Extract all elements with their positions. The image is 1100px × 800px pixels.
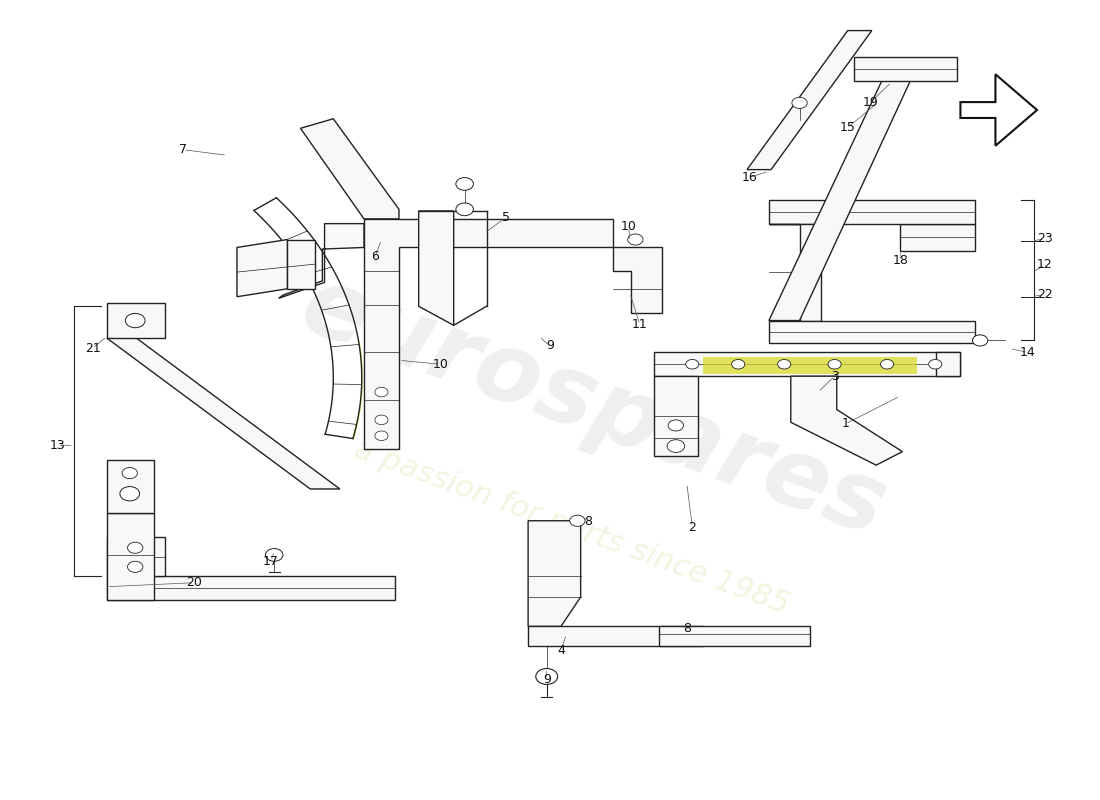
Text: 5: 5 [503, 210, 510, 224]
Text: 7: 7 [179, 143, 187, 156]
Circle shape [792, 98, 807, 109]
Polygon shape [419, 211, 453, 326]
Polygon shape [528, 521, 581, 626]
Text: 12: 12 [1037, 258, 1053, 271]
Text: 3: 3 [830, 370, 838, 382]
Text: 23: 23 [1037, 232, 1053, 246]
Text: 15: 15 [839, 121, 856, 134]
Polygon shape [528, 626, 703, 646]
Polygon shape [107, 513, 154, 600]
Circle shape [120, 486, 140, 501]
Text: 4: 4 [557, 644, 565, 657]
Text: 22: 22 [1037, 288, 1053, 301]
Circle shape [685, 359, 698, 369]
Polygon shape [107, 459, 154, 513]
Polygon shape [614, 247, 661, 313]
Text: 10: 10 [432, 358, 449, 370]
Text: 11: 11 [631, 318, 648, 331]
Bar [703, 357, 916, 374]
Polygon shape [960, 74, 1037, 146]
Polygon shape [654, 376, 697, 456]
Polygon shape [791, 376, 902, 465]
Polygon shape [278, 224, 364, 298]
Polygon shape [659, 626, 811, 646]
Polygon shape [364, 219, 614, 450]
Text: 8: 8 [683, 622, 691, 635]
Polygon shape [900, 224, 975, 250]
Circle shape [125, 314, 145, 328]
Text: 9: 9 [546, 339, 554, 353]
Polygon shape [936, 352, 960, 376]
Polygon shape [107, 303, 165, 338]
Text: 9: 9 [542, 673, 551, 686]
Polygon shape [287, 239, 315, 289]
Text: a passion for parts since 1985: a passion for parts since 1985 [350, 434, 793, 619]
Polygon shape [236, 239, 287, 297]
Text: 10: 10 [620, 220, 637, 234]
Circle shape [667, 440, 684, 453]
Polygon shape [300, 118, 399, 219]
Text: 19: 19 [862, 95, 879, 109]
Circle shape [128, 542, 143, 554]
Circle shape [732, 359, 745, 369]
Text: 20: 20 [186, 576, 202, 590]
Circle shape [570, 515, 585, 526]
Circle shape [880, 359, 893, 369]
Circle shape [128, 562, 143, 572]
Circle shape [828, 359, 842, 369]
Circle shape [536, 669, 558, 685]
Text: 21: 21 [85, 342, 100, 355]
Polygon shape [769, 224, 822, 321]
Circle shape [375, 387, 388, 397]
Circle shape [628, 234, 643, 245]
Polygon shape [107, 537, 165, 576]
Circle shape [455, 178, 473, 190]
Text: 8: 8 [584, 515, 592, 528]
Polygon shape [747, 30, 872, 170]
Text: 14: 14 [1020, 346, 1035, 359]
Text: 1: 1 [842, 418, 849, 430]
Text: eurospares: eurospares [289, 259, 899, 557]
Circle shape [455, 203, 473, 216]
Text: 13: 13 [50, 438, 65, 452]
Text: 2: 2 [689, 521, 696, 534]
Circle shape [928, 359, 942, 369]
Circle shape [375, 431, 388, 441]
Circle shape [265, 549, 283, 562]
Text: 6: 6 [371, 250, 378, 263]
Polygon shape [654, 352, 960, 376]
Circle shape [972, 335, 988, 346]
Polygon shape [855, 57, 957, 81]
Circle shape [778, 359, 791, 369]
Polygon shape [107, 576, 395, 600]
Circle shape [668, 420, 683, 431]
Polygon shape [769, 74, 913, 321]
Circle shape [375, 415, 388, 425]
Text: 16: 16 [741, 171, 757, 184]
Polygon shape [769, 200, 975, 224]
Text: 17: 17 [263, 554, 279, 568]
Polygon shape [769, 321, 975, 342]
Polygon shape [107, 338, 340, 489]
Circle shape [122, 467, 138, 478]
Text: 18: 18 [892, 254, 909, 267]
